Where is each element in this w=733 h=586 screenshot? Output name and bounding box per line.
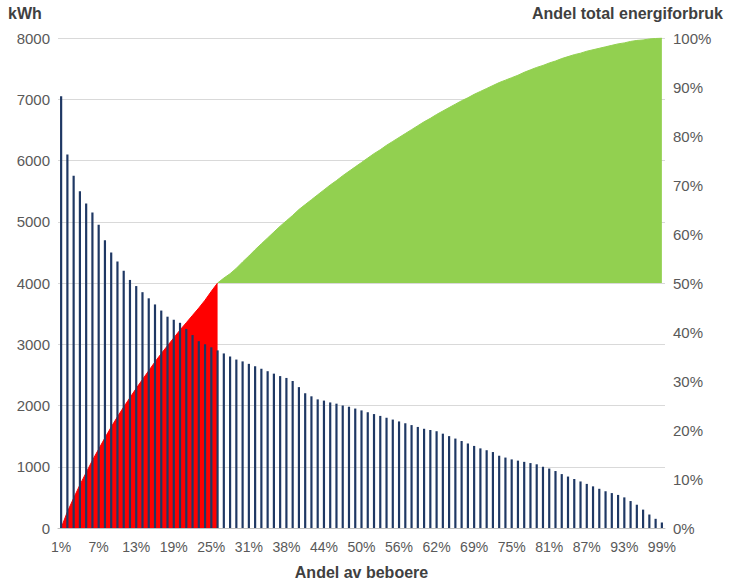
svg-text:31%: 31% [235, 539, 263, 555]
svg-text:10%: 10% [673, 471, 703, 488]
svg-text:62%: 62% [423, 539, 451, 555]
svg-text:13%: 13% [122, 539, 150, 555]
svg-text:100%: 100% [673, 30, 711, 47]
svg-text:3000: 3000 [17, 336, 50, 353]
svg-text:kWh: kWh [8, 5, 42, 22]
svg-text:90%: 90% [673, 79, 703, 96]
svg-text:70%: 70% [673, 177, 703, 194]
svg-text:69%: 69% [460, 539, 488, 555]
svg-text:56%: 56% [385, 539, 413, 555]
svg-text:7000: 7000 [17, 91, 50, 108]
svg-text:75%: 75% [498, 539, 526, 555]
svg-text:99%: 99% [648, 539, 676, 555]
svg-text:80%: 80% [673, 128, 703, 145]
svg-text:81%: 81% [535, 539, 563, 555]
svg-text:1000: 1000 [17, 458, 50, 475]
svg-text:6000: 6000 [17, 152, 50, 169]
svg-text:38%: 38% [272, 539, 300, 555]
svg-text:44%: 44% [310, 539, 338, 555]
svg-text:0%: 0% [673, 520, 695, 537]
svg-text:93%: 93% [610, 539, 638, 555]
svg-text:Andel total energiforbruk: Andel total energiforbruk [532, 5, 723, 22]
svg-text:Andel av beboere: Andel av beboere [295, 564, 428, 581]
svg-text:19%: 19% [160, 539, 188, 555]
svg-text:25%: 25% [197, 539, 225, 555]
svg-text:60%: 60% [673, 226, 703, 243]
svg-text:50%: 50% [673, 275, 703, 292]
svg-text:40%: 40% [673, 324, 703, 341]
svg-text:20%: 20% [673, 422, 703, 439]
svg-text:87%: 87% [573, 539, 601, 555]
svg-text:4000: 4000 [17, 275, 50, 292]
svg-text:50%: 50% [347, 539, 375, 555]
svg-text:2000: 2000 [17, 397, 50, 414]
svg-text:1%: 1% [51, 539, 71, 555]
svg-text:7%: 7% [89, 539, 109, 555]
svg-text:0: 0 [42, 520, 50, 537]
svg-text:30%: 30% [673, 373, 703, 390]
svg-text:8000: 8000 [17, 30, 50, 47]
svg-text:5000: 5000 [17, 213, 50, 230]
